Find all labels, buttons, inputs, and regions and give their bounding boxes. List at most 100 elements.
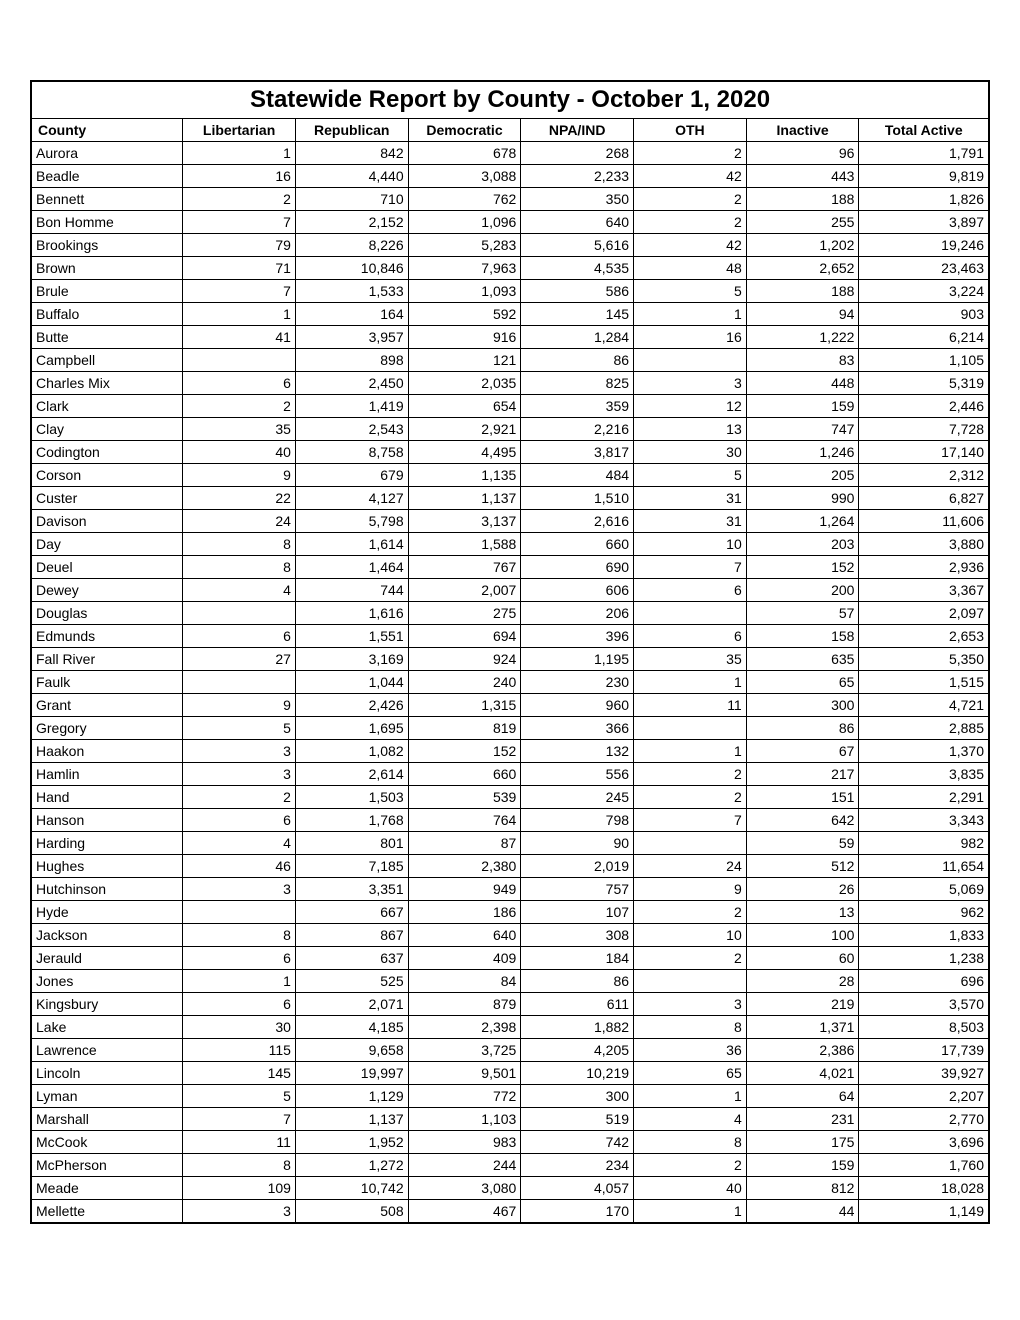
cell-county: Edmunds [31, 625, 183, 648]
cell-value [183, 901, 296, 924]
cell-value: 26 [746, 878, 859, 901]
cell-value: 484 [521, 464, 634, 487]
cell-value: 10,846 [295, 257, 408, 280]
cell-county: Clay [31, 418, 183, 441]
cell-value: 244 [408, 1154, 521, 1177]
cell-value: 219 [746, 993, 859, 1016]
cell-county: Kingsbury [31, 993, 183, 1016]
cell-value: 1,768 [295, 809, 408, 832]
cell-value: 3 [183, 1200, 296, 1224]
cell-value: 1,370 [859, 740, 989, 763]
table-row: Codington408,7584,4953,817301,24617,140 [31, 441, 989, 464]
cell-value: 71 [183, 257, 296, 280]
cell-value: 231 [746, 1108, 859, 1131]
cell-value: 7 [183, 1108, 296, 1131]
cell-value: 654 [408, 395, 521, 418]
cell-value: 983 [408, 1131, 521, 1154]
cell-county: Jerauld [31, 947, 183, 970]
cell-value: 3,137 [408, 510, 521, 533]
table-row: Campbell89812186831,105 [31, 349, 989, 372]
cell-value: 2,936 [859, 556, 989, 579]
cell-value: 109 [183, 1177, 296, 1200]
cell-value: 4,535 [521, 257, 634, 280]
cell-value: 2,233 [521, 165, 634, 188]
header-total-active: Total Active [859, 119, 989, 142]
cell-value: 539 [408, 786, 521, 809]
cell-value [634, 970, 747, 993]
cell-value: 1,044 [295, 671, 408, 694]
cell-value: 206 [521, 602, 634, 625]
cell-value: 3 [634, 372, 747, 395]
cell-value: 11,606 [859, 510, 989, 533]
cell-value: 4,185 [295, 1016, 408, 1039]
cell-value: 747 [746, 418, 859, 441]
cell-value: 1,515 [859, 671, 989, 694]
cell-value: 359 [521, 395, 634, 418]
cell-value: 2,614 [295, 763, 408, 786]
cell-value: 525 [295, 970, 408, 993]
cell-value: 2,071 [295, 993, 408, 1016]
table-row: Marshall71,1371,10351942312,770 [31, 1108, 989, 1131]
cell-value: 115 [183, 1039, 296, 1062]
cell-value: 2,207 [859, 1085, 989, 1108]
cell-value: 86 [521, 349, 634, 372]
header-inactive: Inactive [746, 119, 859, 142]
cell-value: 7,728 [859, 418, 989, 441]
cell-value: 694 [408, 625, 521, 648]
cell-value: 744 [295, 579, 408, 602]
cell-value: 60 [746, 947, 859, 970]
cell-county: Hyde [31, 901, 183, 924]
cell-value: 2 [183, 188, 296, 211]
cell-value: 4,127 [295, 487, 408, 510]
cell-value: 40 [183, 441, 296, 464]
cell-value: 1,103 [408, 1108, 521, 1131]
cell-value: 100 [746, 924, 859, 947]
table-row: Haakon31,0821521321671,370 [31, 740, 989, 763]
cell-value: 188 [746, 188, 859, 211]
cell-value: 19,997 [295, 1062, 408, 1085]
cell-value: 3,880 [859, 533, 989, 556]
cell-value: 18,028 [859, 1177, 989, 1200]
cell-value: 2,019 [521, 855, 634, 878]
cell-county: Buffalo [31, 303, 183, 326]
cell-value: 203 [746, 533, 859, 556]
cell-value: 2 [634, 1154, 747, 1177]
cell-value: 8 [183, 924, 296, 947]
cell-value: 606 [521, 579, 634, 602]
cell-value: 4,021 [746, 1062, 859, 1085]
cell-value: 17,739 [859, 1039, 989, 1062]
cell-value: 159 [746, 395, 859, 418]
cell-value: 642 [746, 809, 859, 832]
cell-value: 7 [634, 809, 747, 832]
cell-county: Hughes [31, 855, 183, 878]
cell-county: Custer [31, 487, 183, 510]
cell-value: 86 [521, 970, 634, 993]
cell-value: 6 [183, 993, 296, 1016]
cell-value: 151 [746, 786, 859, 809]
cell-value: 366 [521, 717, 634, 740]
cell-county: Jones [31, 970, 183, 993]
cell-value: 640 [521, 211, 634, 234]
table-row: Faulk1,0442402301651,515 [31, 671, 989, 694]
table-row: Bennett271076235021881,826 [31, 188, 989, 211]
title-row: Statewide Report by County - October 1, … [31, 81, 989, 119]
table-row: Grant92,4261,315960113004,721 [31, 694, 989, 717]
cell-value: 982 [859, 832, 989, 855]
cell-county: Gregory [31, 717, 183, 740]
cell-value: 6 [634, 579, 747, 602]
cell-value: 1,882 [521, 1016, 634, 1039]
cell-value: 867 [295, 924, 408, 947]
cell-value: 2 [634, 901, 747, 924]
cell-value: 2,450 [295, 372, 408, 395]
cell-county: Codington [31, 441, 183, 464]
cell-value: 611 [521, 993, 634, 1016]
cell-value: 1,264 [746, 510, 859, 533]
cell-value: 7,963 [408, 257, 521, 280]
table-row: Lyman51,1297723001642,207 [31, 1085, 989, 1108]
table-row: Clay352,5432,9212,216137477,728 [31, 418, 989, 441]
cell-value: 1,533 [295, 280, 408, 303]
cell-value: 556 [521, 763, 634, 786]
cell-value: 234 [521, 1154, 634, 1177]
cell-value: 40 [634, 1177, 747, 1200]
cell-value: 1,791 [859, 142, 989, 165]
